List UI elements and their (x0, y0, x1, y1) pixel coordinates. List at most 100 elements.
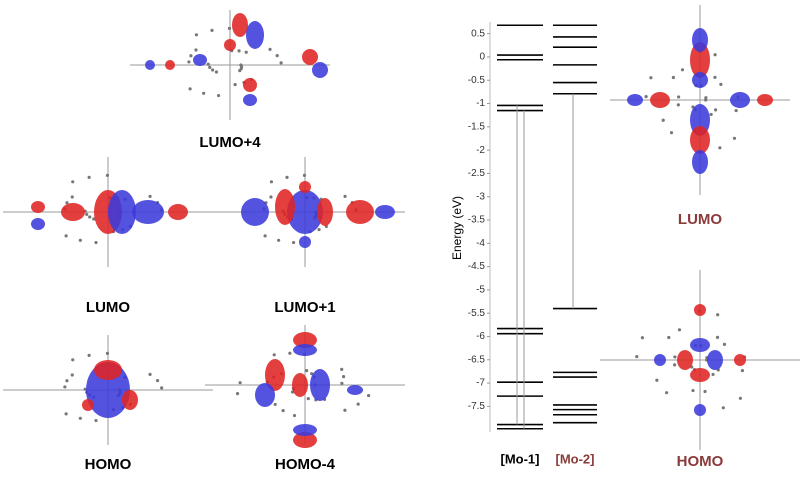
atom (237, 49, 241, 53)
atom (716, 313, 720, 317)
y-tick-label: -1 (476, 98, 485, 109)
lobe (193, 54, 207, 66)
atom (105, 351, 110, 356)
atom (94, 240, 98, 245)
atom (78, 416, 82, 420)
atom (187, 60, 191, 64)
atom (649, 76, 653, 80)
atom (277, 238, 281, 242)
y-axis-label: Energy (eV) (450, 196, 464, 260)
lobe (677, 350, 693, 370)
atom (305, 369, 309, 373)
atom (189, 54, 193, 58)
atom (269, 180, 274, 184)
atom (155, 379, 160, 383)
lobe (31, 218, 45, 230)
atom (343, 408, 347, 412)
atom (65, 379, 69, 383)
atom (718, 146, 722, 150)
y-tick-label: -2.5 (468, 168, 486, 179)
lobe (224, 39, 236, 51)
atom (732, 136, 737, 140)
series-label: [Mo-1] (501, 451, 540, 466)
lobe (347, 385, 363, 395)
lobe (650, 92, 670, 108)
lobe (165, 60, 175, 70)
lobe (299, 236, 311, 248)
atom (87, 353, 91, 357)
atom (356, 402, 360, 406)
lobe (302, 49, 318, 65)
lobe (299, 181, 311, 193)
atom (680, 68, 685, 72)
lobe (690, 42, 710, 78)
lobe (122, 390, 138, 410)
y-tick-label: -6 (476, 331, 485, 342)
orbital-label: HOMO-4 (275, 456, 336, 473)
lobe (730, 92, 750, 108)
lobe (246, 21, 264, 49)
lobe (757, 94, 773, 106)
atom (105, 173, 110, 178)
atom (288, 351, 292, 355)
lobe (346, 200, 374, 224)
atom (340, 381, 344, 385)
atom (87, 175, 91, 179)
atom (64, 412, 68, 416)
lobe (293, 344, 317, 356)
atom (740, 368, 745, 373)
y-tick-label: -7 (476, 378, 485, 389)
lobe (265, 359, 285, 391)
atom (302, 173, 307, 178)
atom (227, 26, 232, 31)
lobe (232, 13, 248, 37)
lobe (243, 78, 257, 92)
atom (341, 375, 346, 379)
lobe (255, 383, 275, 407)
lobe (690, 126, 710, 154)
orbital-label: LUMO (678, 211, 722, 228)
atom (343, 194, 347, 198)
atom (721, 406, 725, 410)
lobe (690, 368, 710, 382)
lobe (734, 354, 746, 366)
atom (275, 54, 279, 58)
atom (734, 108, 738, 113)
lobe (82, 399, 94, 411)
atom (85, 212, 89, 216)
atom (71, 180, 75, 184)
atom (272, 353, 276, 357)
series-label: [Mo-2] (556, 451, 595, 466)
atom (273, 402, 277, 407)
lobe (310, 369, 330, 401)
atom (691, 388, 695, 393)
atom (148, 372, 152, 376)
y-tick-label: -0.5 (468, 75, 486, 86)
y-tick-label: 0 (479, 52, 485, 63)
atom (655, 378, 659, 382)
y-tick-label: -7.5 (468, 401, 486, 412)
y-tick-label: -2 (476, 145, 485, 156)
atom (291, 240, 296, 245)
y-tick-label: -1.5 (468, 121, 486, 132)
atom (206, 62, 210, 66)
atom (340, 367, 344, 371)
lobe (692, 150, 708, 174)
atom (83, 387, 87, 391)
atom (70, 373, 74, 377)
atom (285, 175, 289, 179)
lobe (275, 189, 295, 225)
y-tick-label: -6.5 (468, 354, 486, 365)
lobe (292, 373, 308, 397)
orbital-images (3, 5, 800, 450)
lobe (694, 304, 706, 316)
atom (160, 386, 164, 390)
atom (194, 48, 198, 52)
atom (194, 33, 199, 37)
lobe (108, 190, 136, 234)
orbital-label: HOMO (677, 453, 724, 470)
atom (71, 358, 75, 362)
atom (715, 335, 720, 339)
orbital-label: LUMO (86, 299, 130, 316)
